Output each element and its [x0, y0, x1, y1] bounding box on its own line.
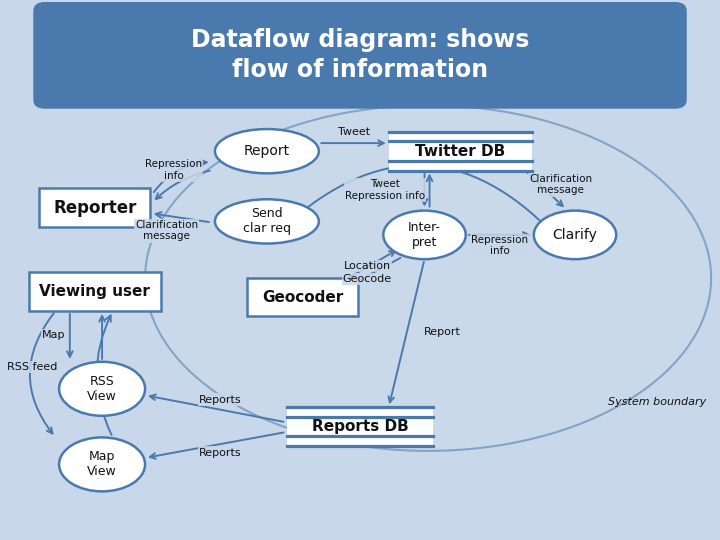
- Text: Geocoder: Geocoder: [262, 289, 343, 305]
- Text: Reports DB: Reports DB: [312, 419, 408, 434]
- Text: Tweet
Repression info: Tweet Repression info: [345, 179, 426, 201]
- Text: RSS
View: RSS View: [87, 375, 117, 403]
- Text: Clarification
message: Clarification message: [529, 174, 593, 195]
- Ellipse shape: [215, 199, 319, 244]
- Ellipse shape: [59, 437, 145, 491]
- Ellipse shape: [59, 362, 145, 416]
- Text: Repression
info: Repression info: [471, 235, 528, 256]
- Text: Map: Map: [42, 330, 66, 340]
- FancyBboxPatch shape: [247, 278, 359, 316]
- Text: Report: Report: [424, 327, 461, 337]
- Text: Geocode: Geocode: [343, 274, 392, 284]
- Text: Reporter: Reporter: [53, 199, 137, 217]
- Ellipse shape: [215, 129, 319, 173]
- Text: Reports: Reports: [199, 448, 242, 457]
- Text: RSS feed: RSS feed: [6, 362, 57, 372]
- Text: Report: Report: [244, 144, 290, 158]
- FancyBboxPatch shape: [40, 188, 150, 227]
- Text: System boundary: System boundary: [608, 397, 706, 407]
- Text: Clarify: Clarify: [552, 228, 598, 242]
- FancyBboxPatch shape: [389, 132, 532, 171]
- FancyBboxPatch shape: [287, 407, 433, 446]
- Text: Map
View: Map View: [87, 450, 117, 478]
- Text: Clarification
message: Clarification message: [135, 220, 198, 241]
- Text: Inter-
pret: Inter- pret: [408, 221, 441, 249]
- FancyBboxPatch shape: [29, 272, 161, 311]
- Text: Send
clar req: Send clar req: [243, 207, 291, 235]
- Text: Reports: Reports: [199, 395, 242, 404]
- Ellipse shape: [145, 105, 711, 451]
- Text: Repression
info: Repression info: [145, 159, 202, 181]
- Text: Viewing user: Viewing user: [40, 284, 150, 299]
- FancyBboxPatch shape: [34, 3, 686, 108]
- Ellipse shape: [534, 211, 616, 259]
- Text: Twitter DB: Twitter DB: [415, 144, 505, 159]
- Text: Location: Location: [343, 261, 391, 271]
- Ellipse shape: [383, 211, 466, 259]
- Text: Tweet: Tweet: [338, 127, 370, 137]
- Text: Dataflow diagram: shows
flow of information: Dataflow diagram: shows flow of informat…: [191, 28, 529, 82]
